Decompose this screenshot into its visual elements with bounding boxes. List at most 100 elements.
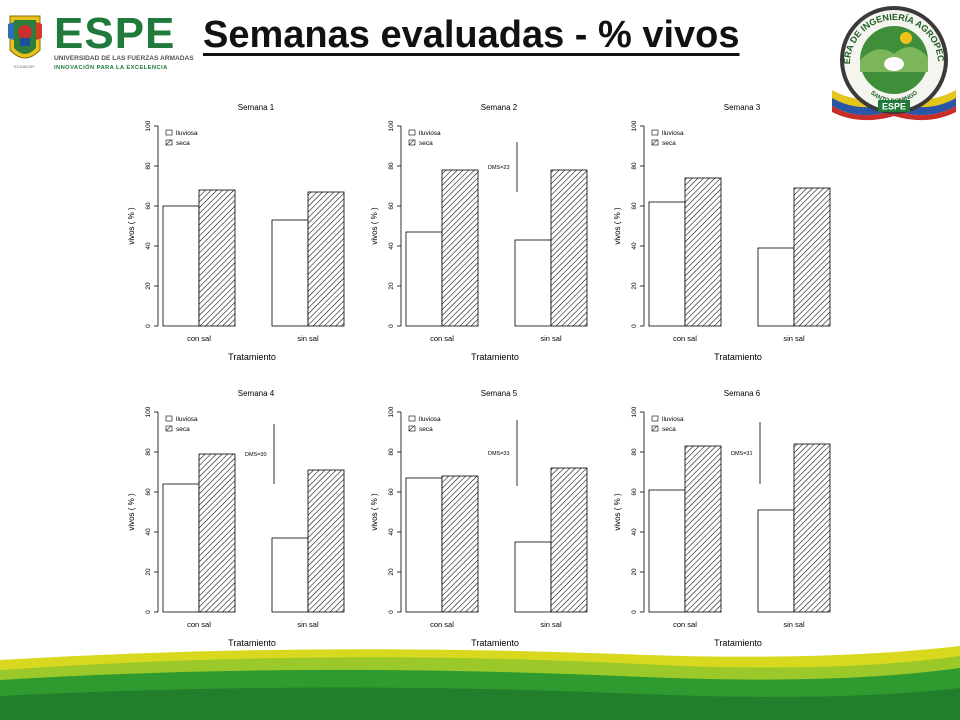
y-tick-label: 100 [388, 406, 395, 417]
bar-seca-con-sal [441, 169, 479, 327]
y-tick-label: 0 [631, 324, 638, 328]
x-category-label: con sal [673, 334, 697, 343]
y-tick-label: 0 [145, 324, 152, 328]
x-category-label: sin sal [783, 620, 805, 629]
legend-swatch [408, 139, 416, 146]
chart-panel-5: Semana 5 0 20 40 60 80 100 vivos ( % ) con sal si… [363, 386, 607, 662]
legend-swatch [408, 129, 416, 136]
y-tick-label: 80 [631, 448, 638, 456]
x-category-label: con sal [187, 334, 211, 343]
legend-label: lluviosa [419, 130, 441, 137]
y-tick-label: 20 [631, 568, 638, 576]
legend-label: lluviosa [176, 130, 198, 137]
y-tick-label: 40 [388, 528, 395, 536]
bar-lluviosa-sin-sal [514, 541, 552, 613]
bar-lluviosa-sin-sal [271, 537, 309, 613]
legend-swatch [165, 415, 173, 422]
y-tick-label: 60 [631, 488, 638, 496]
y-tick-label: 40 [631, 242, 638, 250]
legend-swatch [165, 129, 173, 136]
y-tick-label: 20 [631, 282, 638, 290]
y-tick-label: 100 [145, 406, 152, 417]
y-tick-label: 100 [145, 120, 152, 131]
chart-panel-4: Semana 4 0 20 40 60 80 100 vivos ( % ) con sal si… [120, 386, 364, 662]
bar-lluviosa-sin-sal [514, 239, 552, 327]
x-category-label: con sal [430, 334, 454, 343]
y-tick-label: 80 [388, 162, 395, 170]
bar-lluviosa-con-sal [162, 205, 200, 327]
animal-icon [884, 57, 904, 71]
y-tick-label: 80 [388, 448, 395, 456]
legend-label: lluviosa [176, 416, 198, 423]
y-tick-label: 60 [388, 488, 395, 496]
x-axis-label: Tratamiento [228, 352, 276, 362]
bar-seca-sin-sal [550, 467, 588, 613]
y-axis-label: vivos ( % ) [613, 493, 622, 531]
y-tick-label: 80 [631, 162, 638, 170]
espe-line1: UNIVERSIDAD DE LAS FUERZAS ARMADAS [54, 55, 194, 62]
bar-seca-con-sal [684, 445, 722, 613]
x-category-label: con sal [187, 620, 211, 629]
legend-label: seca [176, 426, 190, 433]
chart-title: Semana 4 [238, 389, 275, 398]
bar-seca-sin-sal [793, 443, 831, 613]
chart-panel-2: Semana 2 0 20 40 60 80 100 vivos ( % ) con sal si… [363, 100, 607, 376]
bar-seca-con-sal [198, 453, 236, 613]
y-tick-label: 20 [145, 282, 152, 290]
legend: lluviosa seca [651, 415, 684, 433]
legend-label: lluviosa [662, 416, 684, 423]
y-tick-label: 20 [388, 282, 395, 290]
x-axis-label: Tratamiento [471, 638, 519, 648]
chart-title: Semana 6 [724, 389, 761, 398]
y-tick-label: 0 [388, 610, 395, 614]
bar-seca-con-sal [198, 189, 236, 327]
y-tick-label: 0 [631, 610, 638, 614]
agro-logo: CARRERA DE INGENIERÍA AGROPECUARIA SANTO… [830, 2, 956, 121]
x-category-label: con sal [430, 620, 454, 629]
y-axis-label: vivos ( % ) [127, 207, 136, 245]
bar-seca-sin-sal [550, 169, 588, 327]
chart-title: Semana 2 [481, 103, 518, 112]
bar-seca-sin-sal [307, 469, 345, 613]
dms-label: DMS=33 [488, 451, 510, 457]
y-tick-label: 0 [388, 324, 395, 328]
x-axis-label: Tratamiento [714, 638, 762, 648]
legend-swatch [651, 129, 659, 136]
chart-panel-1: Semana 1 0 20 40 60 80 100 vivos ( % ) con sal si… [120, 100, 364, 376]
y-tick-label: 100 [631, 120, 638, 131]
y-tick-label: 60 [145, 202, 152, 210]
y-axis-label: vivos ( % ) [370, 207, 379, 245]
espe-brand: ESPE [54, 10, 175, 58]
y-tick-label: 40 [145, 242, 152, 250]
legend: lluviosa seca [408, 415, 441, 433]
x-axis-label: Tratamiento [471, 352, 519, 362]
bar-lluviosa-con-sal [648, 201, 686, 327]
y-tick-label: 40 [631, 528, 638, 536]
bar-lluviosa-con-sal [648, 489, 686, 613]
y-tick-label: 100 [631, 406, 638, 417]
chart-title: Semana 3 [724, 103, 761, 112]
y-tick-label: 100 [388, 120, 395, 131]
legend-label: seca [419, 426, 433, 433]
bar-chart-5: Semana 5 0 20 40 60 80 100 vivos ( % ) con sal si… [370, 389, 588, 648]
bar-lluviosa-sin-sal [271, 219, 309, 327]
sun-icon [900, 32, 912, 44]
bar-lluviosa-sin-sal [757, 247, 795, 327]
x-axis-label: Tratamiento [228, 638, 276, 648]
bar-seca-con-sal [441, 475, 479, 613]
y-tick-label: 0 [145, 610, 152, 614]
bar-chart-4: Semana 4 0 20 40 60 80 100 vivos ( % ) con sal si… [127, 389, 345, 648]
y-tick-label: 80 [145, 448, 152, 456]
legend-swatch [651, 425, 659, 432]
legend: lluviosa seca [408, 129, 441, 147]
header: ECUADOR ESPE UNIVERSIDAD DE LAS FUERZAS … [0, 0, 960, 121]
legend: lluviosa seca [651, 129, 684, 147]
espe-line2: INNOVACIÓN PARA LA EXCELENCIA [54, 63, 168, 71]
y-axis-label: vivos ( % ) [370, 493, 379, 531]
x-category-label: con sal [673, 620, 697, 629]
chart-panel-6: Semana 6 0 20 40 60 80 100 vivos ( % ) con sal si… [606, 386, 850, 662]
legend-label: seca [662, 426, 676, 433]
y-axis-label: vivos ( % ) [613, 207, 622, 245]
x-axis-label: Tratamiento [714, 352, 762, 362]
